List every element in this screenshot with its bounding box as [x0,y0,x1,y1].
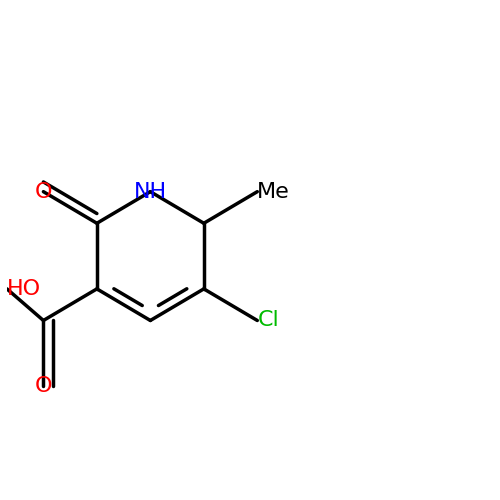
Text: Me: Me [258,182,290,202]
Text: O: O [34,376,52,396]
Text: HO: HO [7,279,41,299]
Text: NH: NH [134,182,167,202]
Text: Cl: Cl [258,310,279,330]
Text: O: O [34,182,52,202]
